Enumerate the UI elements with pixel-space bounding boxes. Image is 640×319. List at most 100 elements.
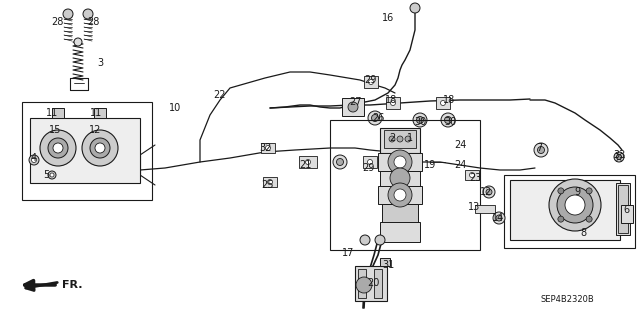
Circle shape bbox=[50, 173, 54, 177]
Text: 24: 24 bbox=[454, 140, 466, 150]
Text: 23: 23 bbox=[469, 173, 481, 183]
Text: FR.: FR. bbox=[61, 280, 83, 290]
Circle shape bbox=[266, 145, 271, 151]
Circle shape bbox=[268, 180, 273, 184]
Circle shape bbox=[368, 111, 382, 125]
Circle shape bbox=[48, 171, 56, 179]
Circle shape bbox=[31, 158, 36, 162]
Circle shape bbox=[616, 154, 621, 160]
Text: 15: 15 bbox=[49, 125, 61, 135]
Circle shape bbox=[371, 115, 378, 122]
Bar bbox=[94, 108, 106, 118]
Circle shape bbox=[549, 179, 601, 231]
Text: 31: 31 bbox=[382, 260, 394, 270]
Text: 25: 25 bbox=[262, 180, 275, 190]
Circle shape bbox=[586, 188, 592, 194]
Text: 29: 29 bbox=[362, 163, 374, 173]
Text: 13: 13 bbox=[468, 202, 480, 212]
Bar bbox=[330, 120, 480, 250]
Circle shape bbox=[483, 186, 495, 198]
Text: 28: 28 bbox=[87, 17, 99, 27]
Text: 26: 26 bbox=[372, 113, 384, 123]
Circle shape bbox=[470, 173, 474, 177]
Text: 18: 18 bbox=[443, 95, 455, 105]
Circle shape bbox=[410, 3, 420, 13]
Text: 4: 4 bbox=[31, 153, 37, 163]
Bar bbox=[386, 97, 400, 109]
Text: 12: 12 bbox=[480, 187, 492, 197]
Circle shape bbox=[83, 9, 93, 19]
Circle shape bbox=[441, 113, 455, 127]
Circle shape bbox=[305, 160, 310, 165]
Circle shape bbox=[558, 216, 564, 222]
Bar bbox=[52, 108, 64, 118]
Bar bbox=[30, 118, 140, 183]
Circle shape bbox=[413, 113, 427, 127]
Circle shape bbox=[558, 188, 564, 194]
Text: 24: 24 bbox=[454, 160, 466, 170]
Text: 16: 16 bbox=[382, 13, 394, 23]
Circle shape bbox=[63, 9, 73, 19]
Circle shape bbox=[565, 195, 585, 215]
Text: 8: 8 bbox=[580, 228, 586, 238]
Circle shape bbox=[493, 212, 505, 224]
Circle shape bbox=[417, 116, 424, 123]
Bar bbox=[363, 156, 377, 168]
Circle shape bbox=[367, 160, 372, 165]
Bar bbox=[510, 180, 620, 240]
Bar bbox=[380, 128, 420, 153]
Text: 7: 7 bbox=[536, 143, 542, 153]
Circle shape bbox=[440, 100, 445, 106]
Bar bbox=[475, 205, 495, 213]
Circle shape bbox=[496, 215, 502, 221]
Circle shape bbox=[557, 187, 593, 223]
Circle shape bbox=[375, 235, 385, 245]
Text: 14: 14 bbox=[492, 213, 504, 223]
Circle shape bbox=[360, 235, 370, 245]
Bar bbox=[504, 175, 635, 248]
Circle shape bbox=[388, 131, 398, 141]
Bar bbox=[299, 156, 317, 168]
Bar bbox=[616, 183, 630, 235]
Circle shape bbox=[390, 168, 410, 188]
Bar bbox=[465, 170, 479, 180]
Circle shape bbox=[29, 155, 39, 165]
Bar bbox=[263, 177, 277, 187]
Text: 30: 30 bbox=[444, 117, 456, 127]
Circle shape bbox=[394, 156, 406, 168]
Text: 20: 20 bbox=[367, 278, 379, 288]
Text: 33: 33 bbox=[613, 150, 625, 160]
Circle shape bbox=[95, 143, 105, 153]
Circle shape bbox=[390, 133, 396, 138]
Text: 27: 27 bbox=[349, 97, 362, 107]
Circle shape bbox=[445, 116, 451, 123]
Bar bbox=[384, 130, 416, 148]
Text: 32: 32 bbox=[259, 143, 271, 153]
Circle shape bbox=[486, 189, 492, 195]
Circle shape bbox=[534, 143, 548, 157]
Text: 2: 2 bbox=[389, 133, 395, 143]
Bar bbox=[382, 204, 418, 226]
Bar bbox=[380, 258, 390, 266]
Circle shape bbox=[337, 159, 344, 166]
Circle shape bbox=[388, 150, 412, 174]
Text: 10: 10 bbox=[169, 103, 181, 113]
Circle shape bbox=[74, 38, 82, 46]
Circle shape bbox=[538, 146, 545, 153]
Text: 28: 28 bbox=[51, 17, 63, 27]
Text: 19: 19 bbox=[424, 160, 436, 170]
Text: 17: 17 bbox=[342, 248, 354, 258]
Bar bbox=[618, 185, 628, 233]
Text: SEP4B2320B: SEP4B2320B bbox=[540, 295, 594, 305]
Circle shape bbox=[390, 100, 396, 106]
Circle shape bbox=[406, 133, 410, 138]
Text: 11: 11 bbox=[46, 108, 58, 118]
Circle shape bbox=[614, 152, 624, 162]
Circle shape bbox=[369, 79, 374, 85]
Text: 5: 5 bbox=[43, 170, 49, 180]
Bar bbox=[358, 269, 366, 298]
Circle shape bbox=[405, 136, 411, 142]
Circle shape bbox=[333, 155, 347, 169]
Text: 1: 1 bbox=[407, 133, 413, 143]
Bar bbox=[364, 76, 378, 88]
